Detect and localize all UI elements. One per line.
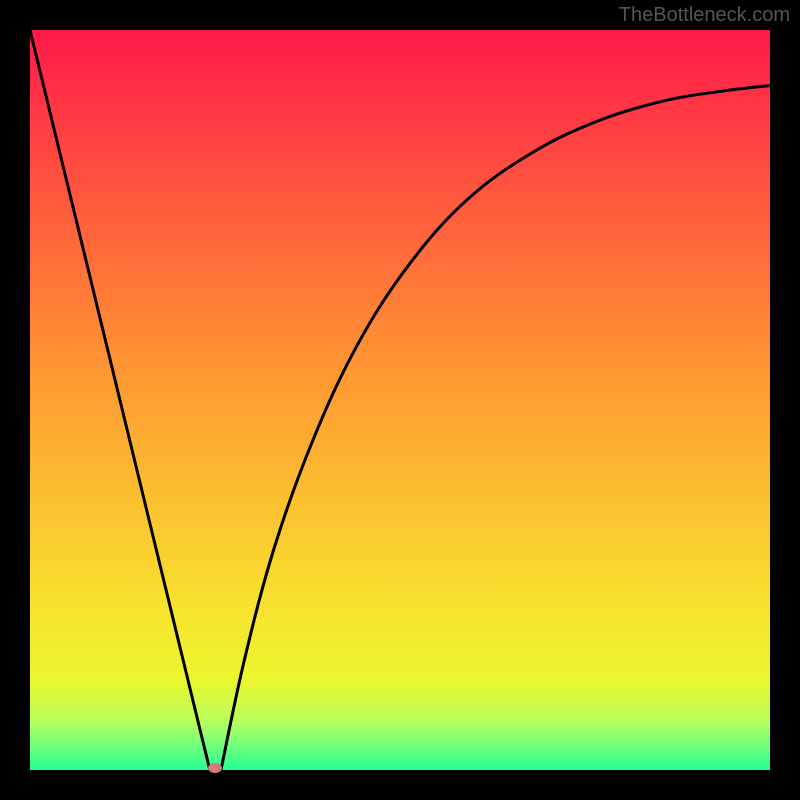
watermark-text: TheBottleneck.com <box>619 4 790 27</box>
curve-path <box>30 30 770 770</box>
minimum-marker <box>208 763 222 773</box>
plot-area <box>30 30 770 770</box>
bottleneck-curve <box>30 30 770 770</box>
